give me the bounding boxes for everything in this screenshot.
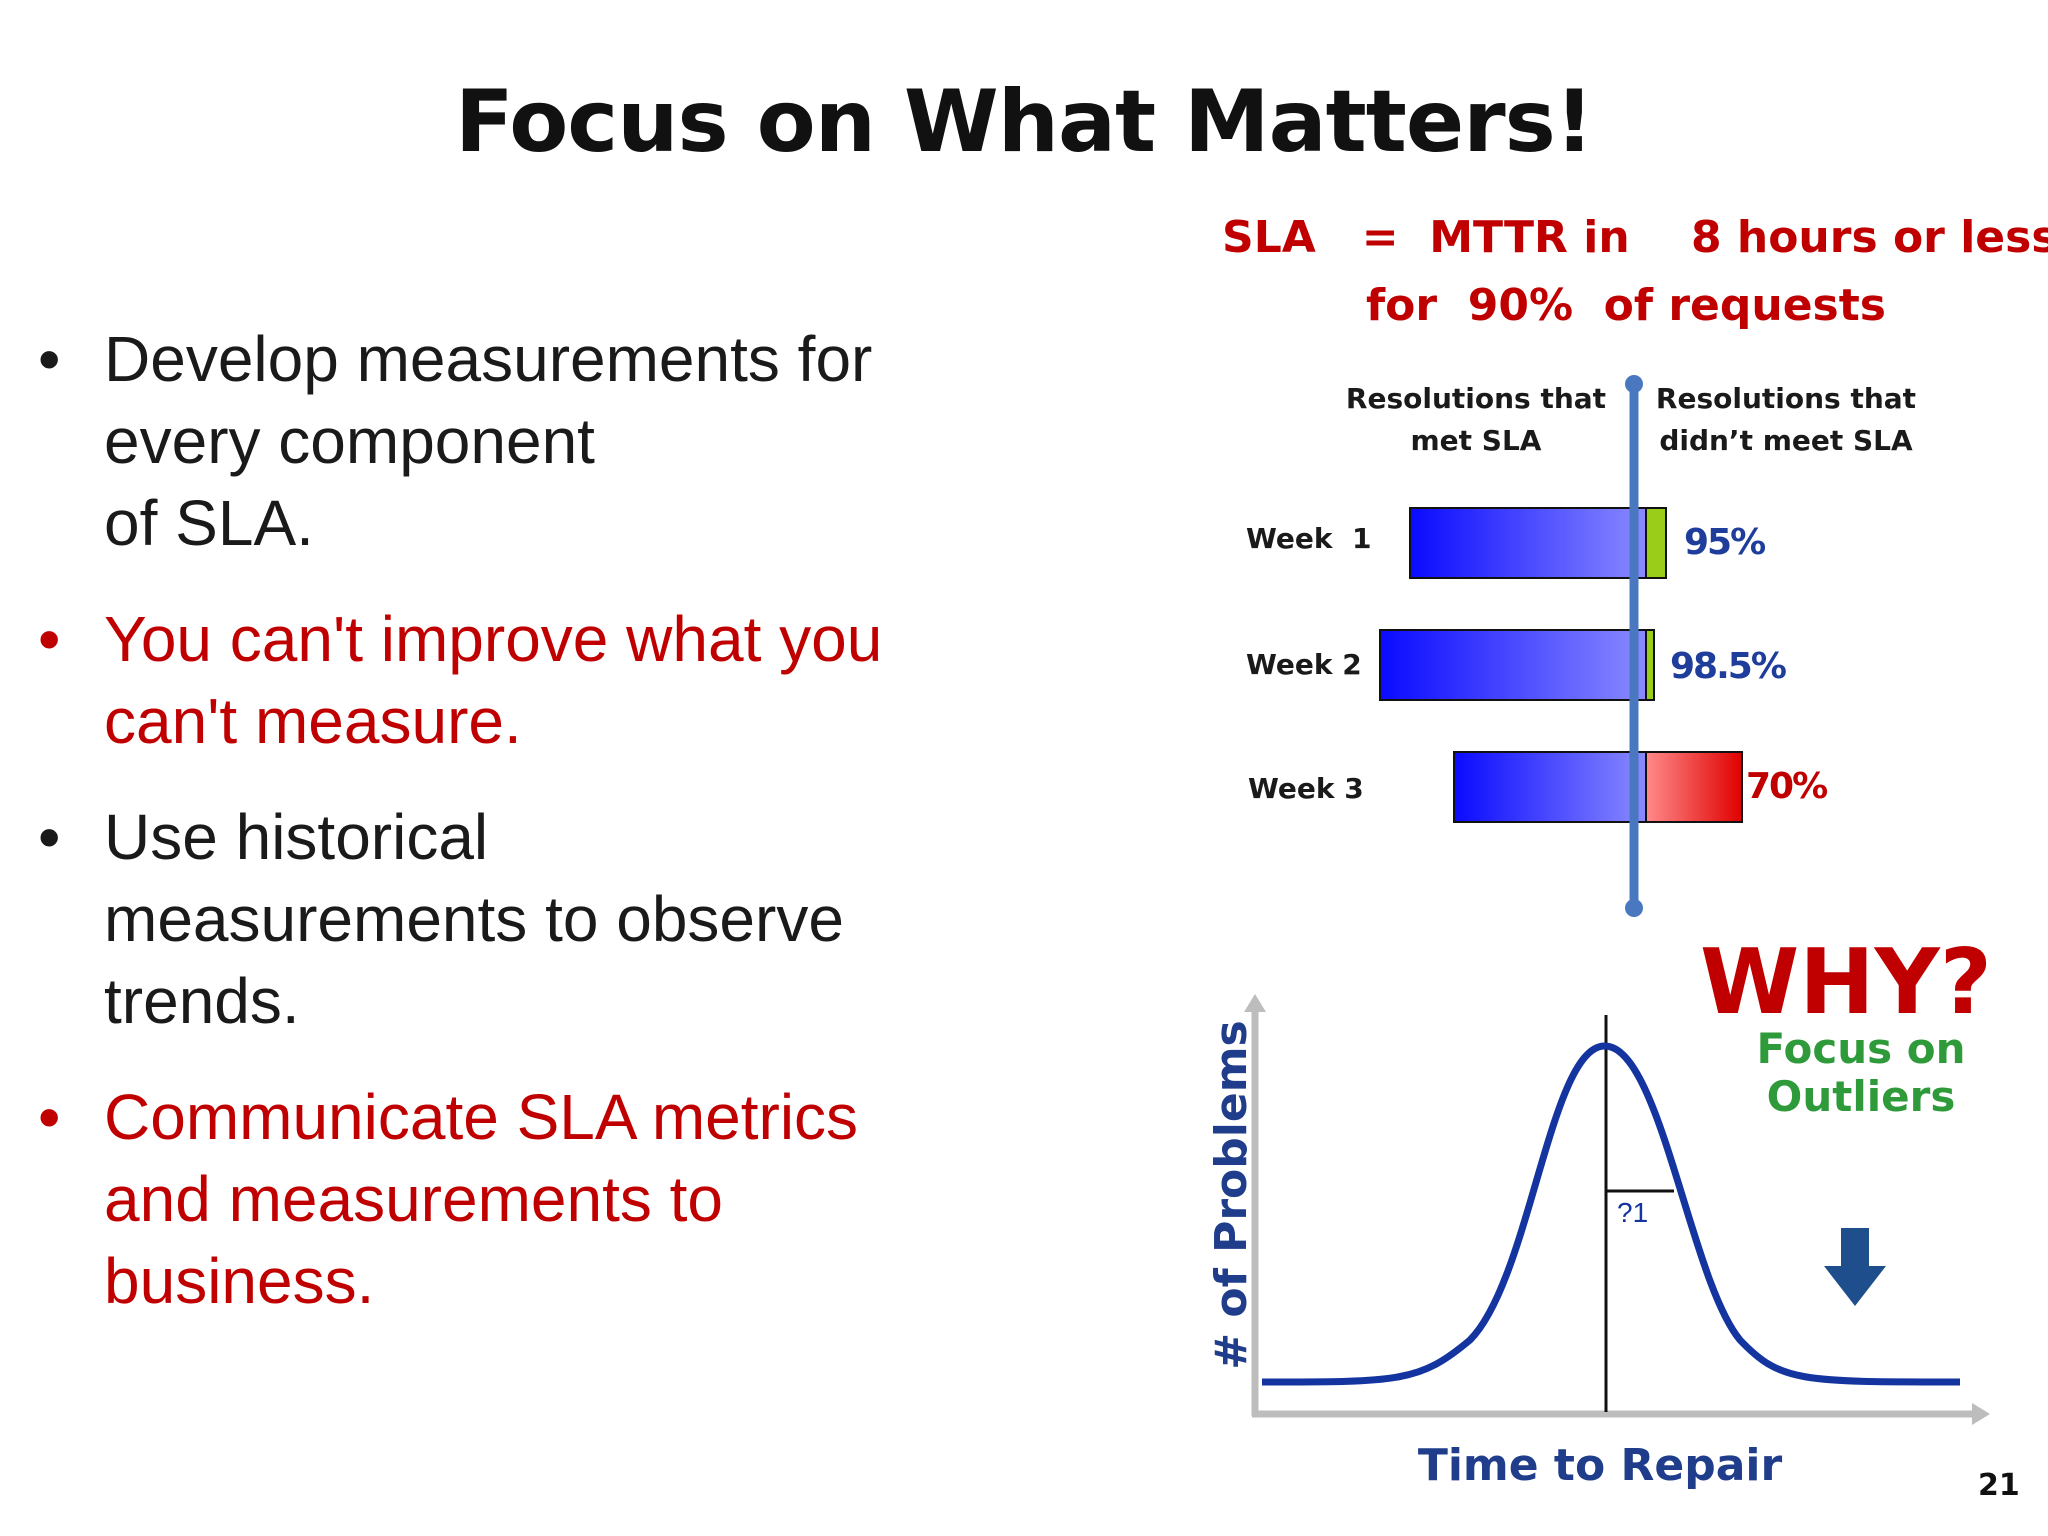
down-arrow-icon: [1824, 1228, 1886, 1306]
week3-met-bar: [1453, 751, 1647, 823]
header-line: Resolutions that: [1345, 382, 1607, 415]
header-line: didn’t meet SLA: [1659, 424, 1913, 457]
threshold-bottom-dot: [1625, 899, 1643, 917]
bullet-line: can't measure.: [104, 685, 522, 757]
std-dev-annotation: ?1: [1617, 1197, 1648, 1228]
week-label: Week 3: [1248, 772, 1364, 805]
bullet-line: trends.: [104, 965, 300, 1037]
bullet-line: every component: [104, 405, 595, 477]
week-label: Week 1: [1246, 522, 1372, 555]
focus-outliers-text: Focus on Outliers: [1756, 1024, 1966, 1121]
header-line: Resolutions that: [1655, 382, 1917, 415]
week2-missed-bar: [1645, 629, 1655, 701]
week1-missed-bar: [1645, 507, 1667, 579]
why-heading: WHY?: [1700, 930, 1992, 1035]
x-axis-arrowhead: [1972, 1403, 1990, 1425]
bullet-item: • You can't improve what you can't measu…: [38, 598, 968, 762]
page-number: 21: [1978, 1468, 2020, 1503]
week1-met-bar: [1409, 507, 1647, 579]
bullet-list: • Develop measurements for every compone…: [38, 318, 968, 1356]
y-axis-label: # of Problems: [1206, 1020, 1257, 1370]
bullet-dot: •: [38, 1081, 61, 1153]
bullet-item: • Use historical measurements to observe…: [38, 796, 968, 1042]
threshold-top-dot: [1625, 375, 1643, 393]
bullet-item: • Communicate SLA metrics and measuremen…: [38, 1076, 968, 1322]
bullet-dot: •: [38, 323, 61, 395]
x-axis-label: Time to Repair: [1417, 1440, 1783, 1491]
bullet-line: Use historical: [104, 801, 489, 873]
bullet-line: and measurements to: [104, 1163, 723, 1235]
slide-title: Focus on What Matters!: [454, 72, 1594, 172]
bullet-dot: •: [38, 603, 61, 675]
sla-definition-line1: SLA = MTTR in 8 hours or less: [1222, 212, 2048, 263]
header-line: met SLA: [1410, 424, 1542, 457]
missed-sla-header: Resolutions that didn’t meet SLA: [1646, 378, 1926, 462]
week-label: Week 2: [1246, 648, 1362, 681]
sla-definition-line2: for 90% of requests: [1366, 280, 1886, 331]
week-percent: 70%: [1746, 766, 1828, 807]
bullet-line: Communicate SLA metrics: [104, 1081, 859, 1153]
bullet-line: measurements to observe: [104, 883, 844, 955]
bullet-line: Develop measurements for: [104, 323, 873, 395]
bullet-line: You can't improve what you: [104, 603, 883, 675]
met-sla-header: Resolutions that met SLA: [1336, 378, 1616, 462]
bullet-line: business.: [104, 1245, 375, 1317]
week2-met-bar: [1379, 629, 1647, 701]
week-percent: 95%: [1684, 522, 1766, 563]
bell-curve: [1261, 1042, 1961, 1386]
bullet-dot: •: [38, 801, 61, 873]
bullet-line: of SLA.: [104, 487, 314, 559]
week-percent: 98.5%: [1670, 646, 1787, 687]
week3-missed-bar: [1645, 751, 1743, 823]
bullet-item: • Develop measurements for every compone…: [38, 318, 968, 564]
y-axis-arrowhead: [1244, 994, 1266, 1012]
